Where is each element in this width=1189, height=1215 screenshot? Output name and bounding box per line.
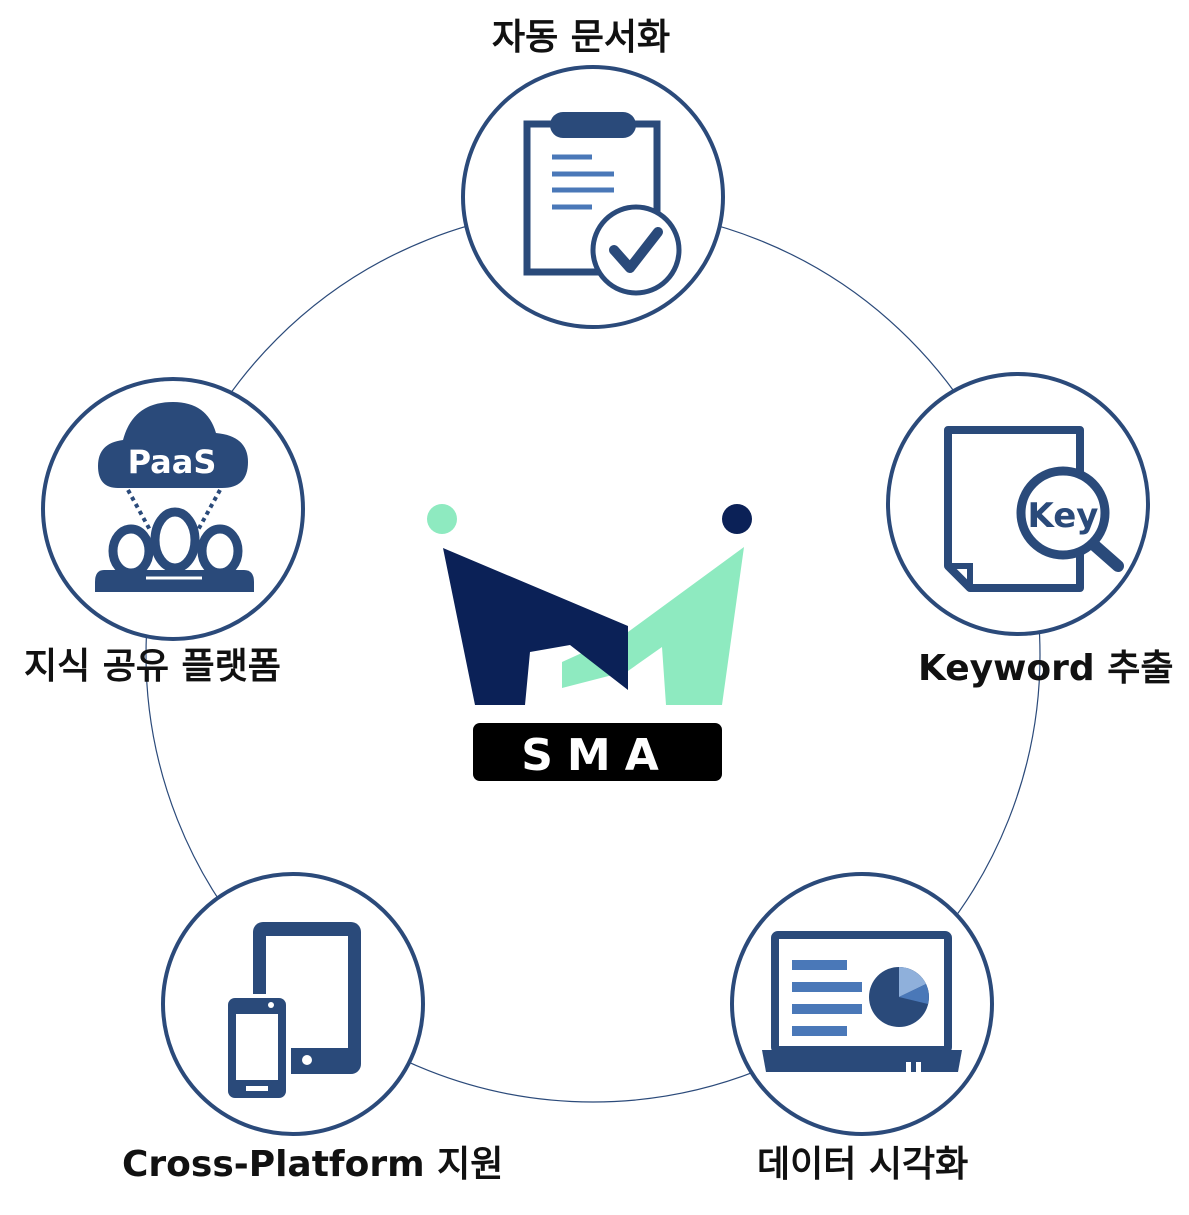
paas-cloud-icon: PaaS bbox=[95, 402, 254, 592]
logo-text: SMA bbox=[521, 730, 673, 781]
node-visualization bbox=[730, 872, 994, 1136]
laptop-chart-icon bbox=[762, 931, 962, 1072]
document-key-search-icon: Key bbox=[944, 426, 1124, 592]
node-cross-platform bbox=[161, 872, 425, 1136]
logo-dot-navy bbox=[722, 504, 752, 534]
node-documentation bbox=[461, 65, 725, 329]
logo-shape-navy bbox=[443, 548, 628, 705]
key-text: Key bbox=[1028, 496, 1099, 536]
tablet-phone-icon bbox=[223, 922, 361, 1102]
logo-badge bbox=[473, 723, 722, 781]
node-label-visualization: 데이터 시각화 bbox=[757, 1144, 969, 1185]
node-label-cross-platform: Cross-Platform 지원 bbox=[122, 1144, 504, 1185]
node-label-keyword: Keyword 추출 bbox=[918, 648, 1174, 689]
clipboard-check-icon bbox=[523, 112, 682, 296]
logo-dot-mint bbox=[427, 504, 457, 534]
node-keyword: Key bbox=[886, 372, 1150, 636]
node-knowledge: PaaS bbox=[41, 377, 305, 641]
sma-logo: SMA bbox=[427, 504, 752, 781]
paas-text: PaaS bbox=[128, 443, 217, 481]
node-label-knowledge: 지식 공유 플랫폼 bbox=[24, 646, 281, 687]
node-label-documentation: 자동 문서화 bbox=[492, 17, 671, 58]
